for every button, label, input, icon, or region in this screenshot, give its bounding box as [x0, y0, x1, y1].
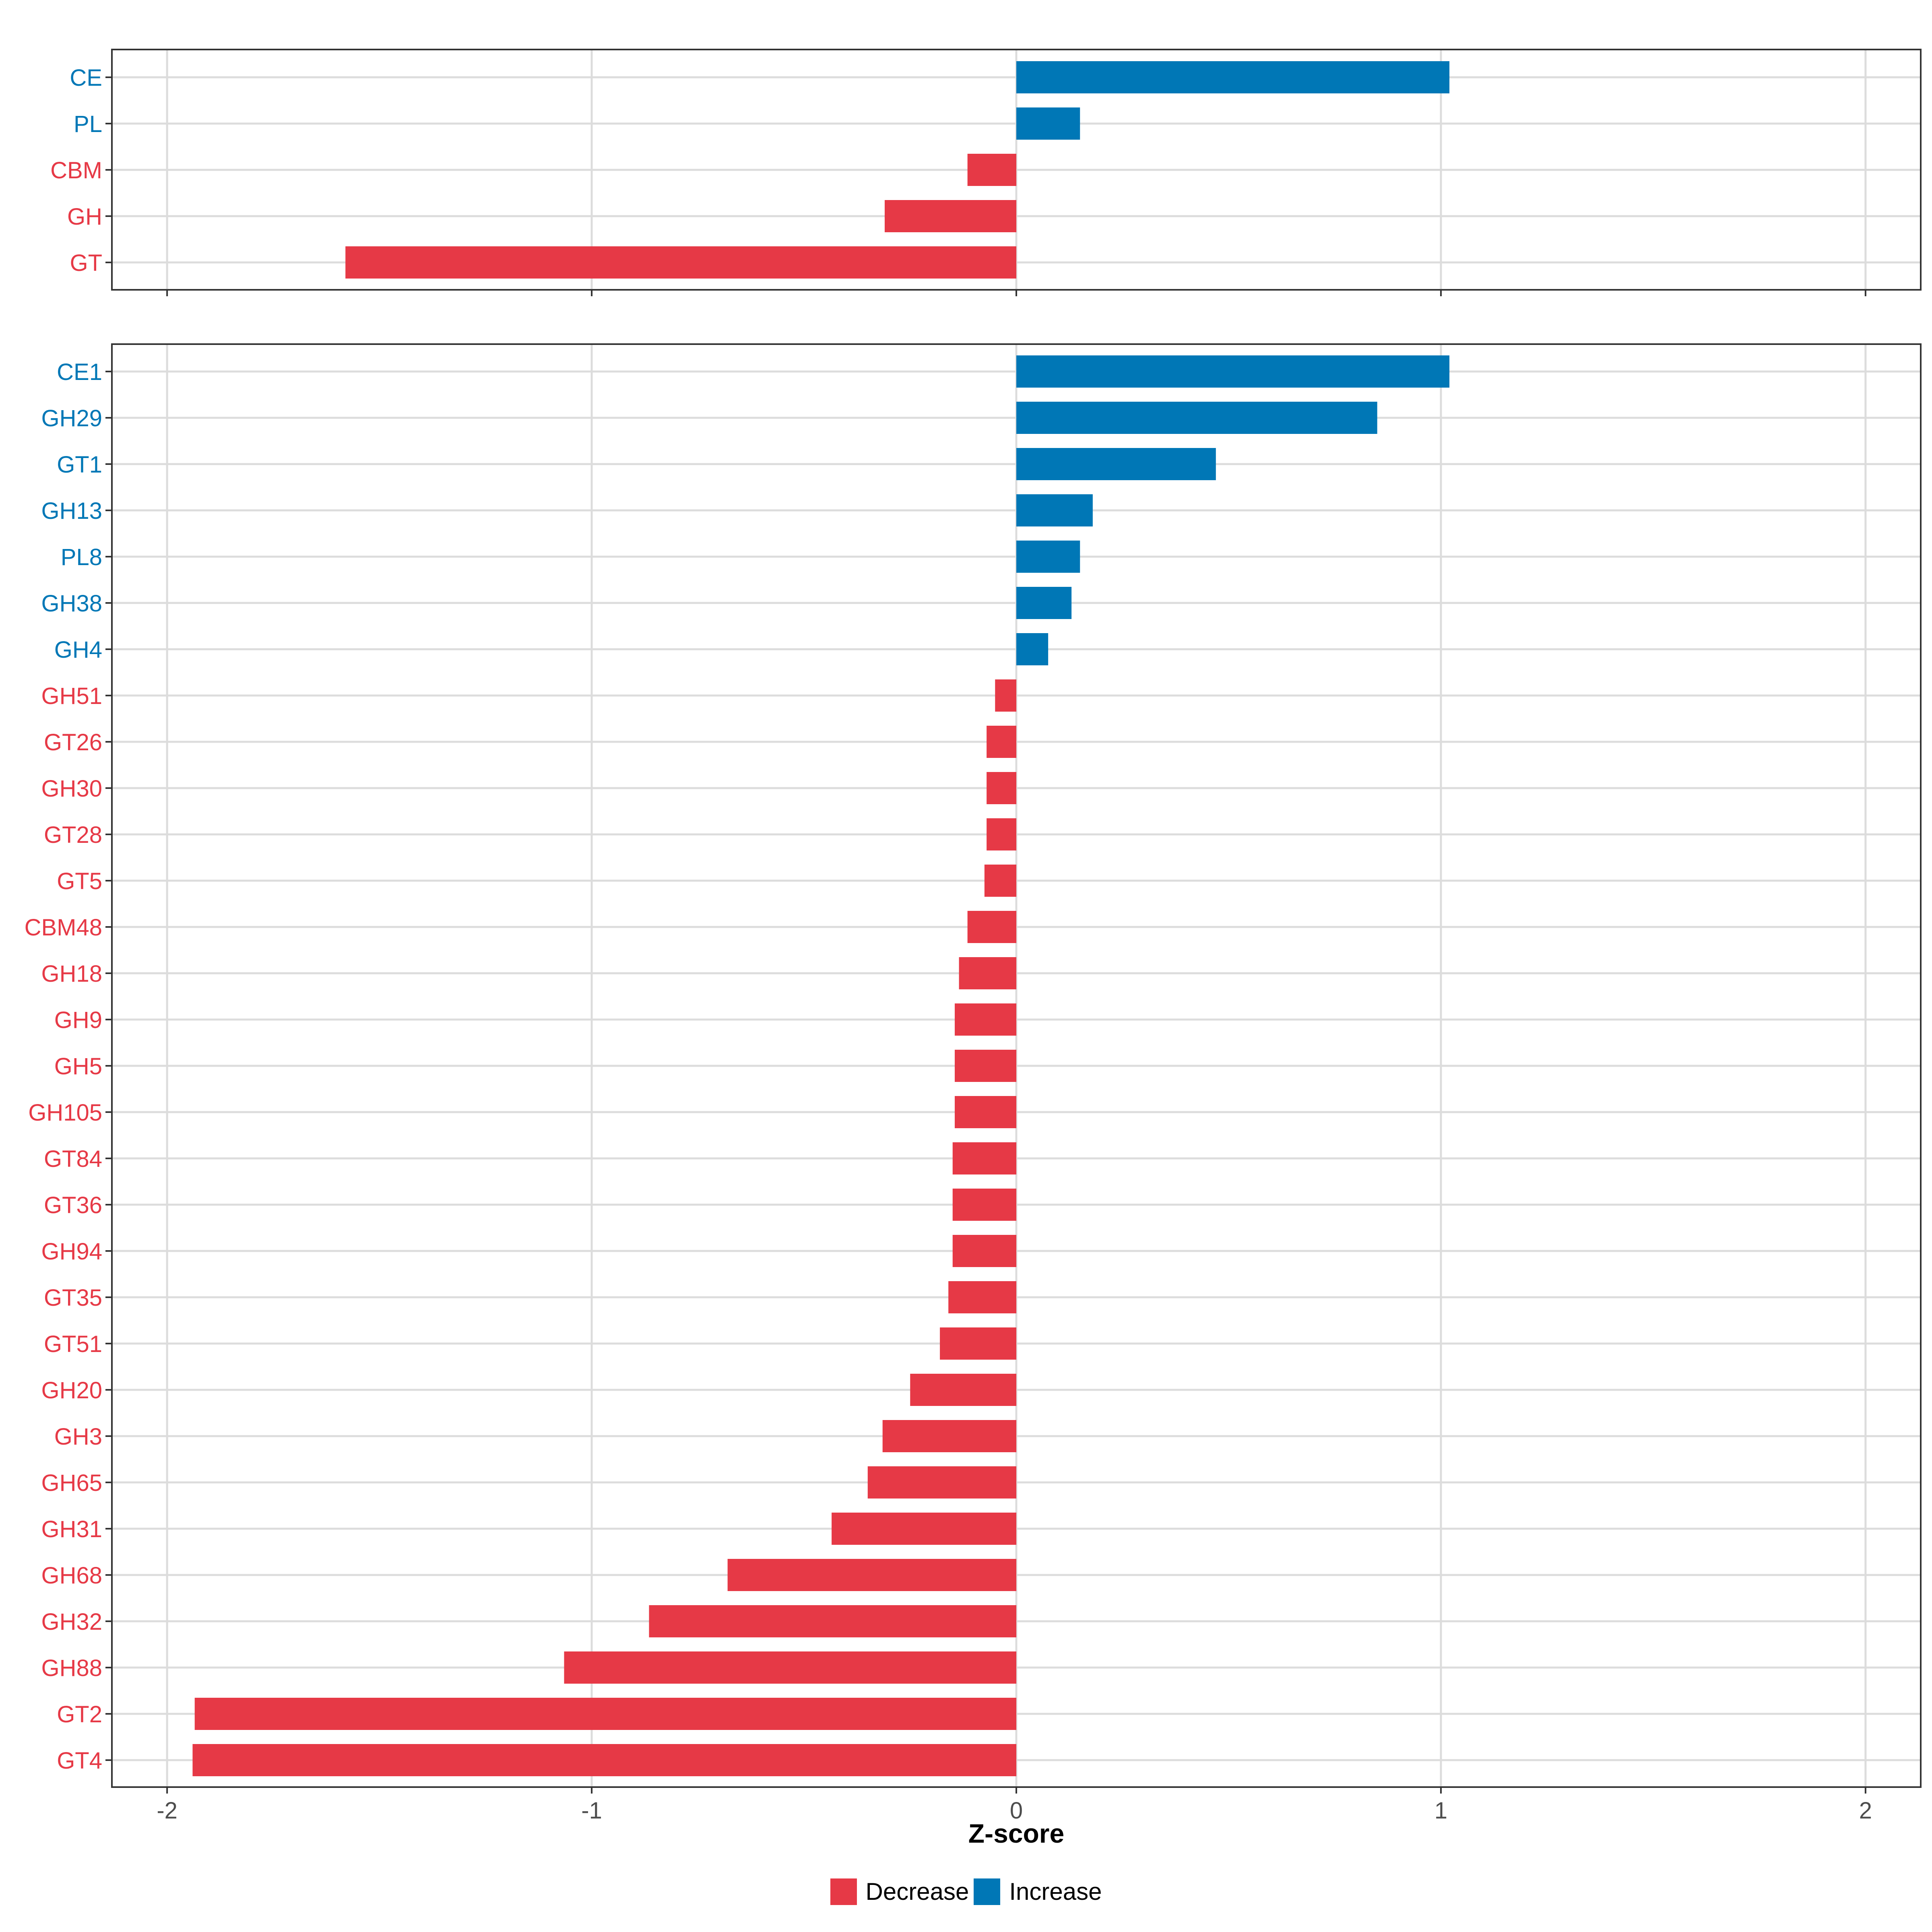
y-tick-label: PL8	[61, 544, 102, 570]
y-tick-label: CBM	[50, 157, 102, 184]
bar-gh29	[1016, 402, 1377, 434]
bar-gh68	[727, 1559, 1016, 1591]
bar-gh38	[1016, 587, 1072, 619]
top-panel: CE PL CBM GH GT	[50, 49, 1922, 296]
x-tick-label: 1	[1435, 1798, 1447, 1824]
bar-gh88	[564, 1651, 1016, 1684]
y-tick-label: GH65	[41, 1470, 102, 1496]
y-tick-label: GH94	[41, 1238, 102, 1265]
y-tick-label: GH32	[41, 1609, 102, 1635]
bar-gt5	[984, 865, 1016, 897]
bar-gh30	[987, 772, 1016, 804]
y-tick-label: GH105	[28, 1100, 102, 1126]
bar-gh5	[955, 1050, 1016, 1082]
y-tick-label: GH4	[54, 637, 102, 663]
bar-gt36	[952, 1189, 1016, 1221]
bar-ce1	[1016, 355, 1450, 388]
bar-gh65	[867, 1466, 1016, 1499]
y-tick-label: GT28	[44, 822, 102, 848]
y-tick-label: GT4	[57, 1748, 102, 1774]
bar-pl	[1016, 107, 1080, 140]
y-tick-label: GT36	[44, 1192, 102, 1218]
legend-label-decrease: Decrease	[865, 1878, 969, 1905]
y-tick-label: GT84	[44, 1146, 102, 1172]
bar-gt4	[192, 1744, 1016, 1776]
bar-gt26	[987, 726, 1016, 758]
bar-gt1	[1016, 448, 1216, 480]
y-tick-label: GT35	[44, 1285, 102, 1311]
bar-gh51	[995, 679, 1016, 712]
y-tick-label: CBM48	[25, 914, 102, 941]
y-tick-label: GT1	[57, 452, 102, 478]
y-tick-label: GT26	[44, 729, 102, 755]
y-tick-label: GH68	[41, 1563, 102, 1589]
bar-cbm	[967, 154, 1016, 186]
bar-pl8	[1016, 541, 1080, 573]
y-tick-label: GH31	[41, 1516, 102, 1542]
legend-item-increase: Increase	[974, 1878, 1102, 1905]
legend-item-decrease: Decrease	[830, 1878, 969, 1905]
x-tick-label: -1	[581, 1798, 602, 1824]
y-tick-label: GH20	[41, 1377, 102, 1404]
y-tick-label: GH30	[41, 776, 102, 802]
bottom-panel: CE1GH29GT1GH13PL8GH38GH4GH51GT26GH30GT28…	[25, 343, 1922, 1824]
legend-label-increase: Increase	[1009, 1878, 1102, 1905]
y-tick-label: GH5	[54, 1053, 102, 1080]
bar-gh32	[649, 1605, 1016, 1637]
y-tick-label: GH88	[41, 1655, 102, 1681]
y-tick-label: GT51	[44, 1331, 102, 1357]
bar-gt51	[940, 1327, 1016, 1360]
y-tick-label: GT	[70, 250, 102, 276]
bar-gh20	[910, 1374, 1016, 1406]
y-tick-label: GH51	[41, 683, 102, 709]
x-tick-label: 0	[1010, 1798, 1023, 1824]
bar-gh	[884, 200, 1016, 232]
bar-gt28	[987, 818, 1016, 850]
x-tick-label: 2	[1859, 1798, 1872, 1824]
y-tick-label: GH9	[54, 1007, 102, 1033]
y-tick-label: GT2	[57, 1701, 102, 1728]
bar-gh9	[955, 1003, 1016, 1036]
y-tick-label: GH13	[41, 498, 102, 524]
bar-gh105	[955, 1096, 1016, 1128]
y-tick-label: GH29	[41, 405, 102, 431]
bar-gt35	[948, 1281, 1016, 1313]
bar-ce	[1016, 61, 1450, 93]
bar-gt84	[952, 1142, 1016, 1174]
bar-gh18	[959, 957, 1016, 989]
bar-gh31	[832, 1513, 1016, 1545]
legend: Decrease Increase	[0, 1878, 1932, 1905]
decrease-swatch	[830, 1878, 857, 1905]
y-tick-label: GH3	[54, 1424, 102, 1450]
x-axis-title: Z-score	[968, 1818, 1064, 1848]
y-tick-label: GT5	[57, 868, 102, 894]
bar-gh3	[882, 1420, 1016, 1452]
x-tick-label: -2	[157, 1798, 178, 1824]
y-tick-label: GH38	[41, 590, 102, 617]
bar-gh13	[1016, 494, 1093, 526]
bar-gh94	[952, 1235, 1016, 1267]
y-tick-label: PL	[74, 111, 102, 137]
y-tick-label: CE1	[57, 359, 102, 385]
increase-swatch	[974, 1878, 1001, 1905]
y-tick-label: GH18	[41, 961, 102, 987]
bar-cbm48	[967, 911, 1016, 943]
y-tick-label: GH	[67, 204, 102, 230]
bar-gt2	[194, 1698, 1016, 1730]
bar-gt	[345, 246, 1017, 279]
y-tick-label: CE	[70, 65, 102, 91]
bar-gh4	[1016, 633, 1049, 665]
